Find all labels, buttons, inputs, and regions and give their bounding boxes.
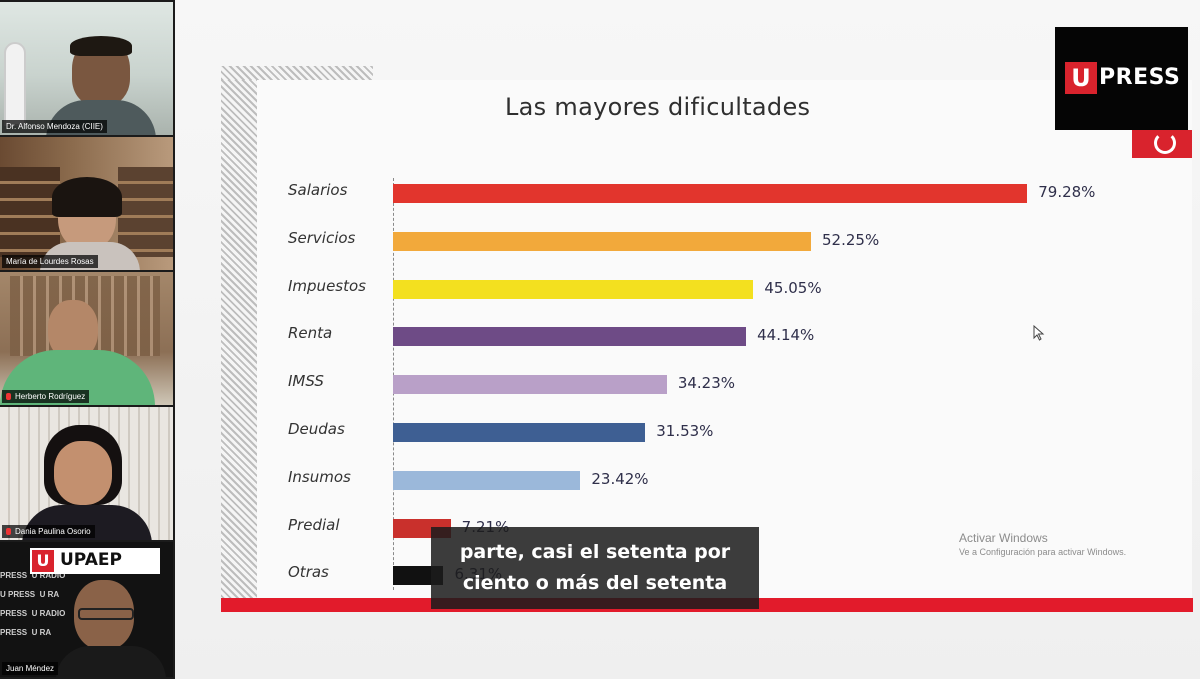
participant-video: PRESS U RADIO U PRESS U RA PRESS U RADIO… xyxy=(0,542,173,677)
bookshelf xyxy=(118,167,173,257)
participant-tile-2[interactable]: María de Lourdes Rosas xyxy=(0,137,173,270)
value-label: 23.42% xyxy=(591,469,649,488)
bar xyxy=(393,231,811,251)
participant-head xyxy=(74,580,134,650)
upaep-logo: U UPAEP xyxy=(30,548,160,574)
mic-muted-icon xyxy=(6,528,11,535)
slide-hatch-left xyxy=(221,66,257,604)
participant-body xyxy=(56,646,166,677)
category-label: Deudas xyxy=(288,420,345,438)
chart-title: Las mayores dificultades xyxy=(505,93,811,121)
shared-screen: Las mayores dificultades Salarios 79.28% S… xyxy=(175,0,1200,679)
upaep-background-text: PRESS U RADIO U PRESS U RA PRESS U RADIO… xyxy=(0,571,66,637)
participant-video xyxy=(0,407,173,540)
participant-tile-1[interactable]: Dr. Alfonso Mendoza (CIIE) xyxy=(0,2,173,135)
value-label: 44.14% xyxy=(757,326,815,345)
participant-name: Dania Paulina Osorio xyxy=(2,525,95,538)
category-label: Impuestos xyxy=(288,276,366,295)
value-label: 45.05% xyxy=(764,278,822,297)
value-label: 52.25% xyxy=(822,230,880,249)
upress-logo: U PRESS xyxy=(1055,27,1188,130)
category-label: IMSS xyxy=(288,372,324,391)
participant-video xyxy=(0,137,173,270)
bar xyxy=(393,375,667,395)
brand-corner-badge xyxy=(1132,130,1192,158)
participants-panel: Dr. Alfonso Mendoza (CIIE) María de Lour… xyxy=(0,0,175,679)
windows-activation-watermark: Activar Windows Ve a Configuración para … xyxy=(959,531,1127,557)
participant-video xyxy=(0,272,173,405)
value-label: 31.53% xyxy=(656,422,714,440)
category-label: Otras xyxy=(288,563,329,582)
bar xyxy=(393,423,646,442)
bar xyxy=(393,566,444,586)
participant-tile-5[interactable]: PRESS U RADIO U PRESS U RA PRESS U RADIO… xyxy=(0,542,173,677)
glasses xyxy=(78,608,134,620)
category-label: Predial xyxy=(288,515,340,534)
participant-name: Herberto Rodríguez xyxy=(2,390,90,403)
window-arch xyxy=(4,42,26,126)
participant-hair xyxy=(70,36,132,56)
participant-name: Dr. Alfonso Mendoza (CIIE) xyxy=(2,120,107,133)
participant-name: Juan Méndez xyxy=(2,662,59,675)
category-label: Insumos xyxy=(288,467,351,486)
participant-tile-3[interactable]: Herberto Rodríguez xyxy=(0,272,173,405)
participant-tile-4[interactable]: Dania Paulina Osorio xyxy=(0,407,173,540)
value-label: 34.23% xyxy=(677,374,736,393)
bar xyxy=(393,184,1028,203)
bar xyxy=(393,327,747,347)
value-label: 79.28% xyxy=(1038,183,1096,201)
participant-hair xyxy=(52,177,122,217)
bar xyxy=(393,279,754,299)
participant-name: María de Lourdes Rosas xyxy=(2,255,98,268)
bar xyxy=(393,470,581,490)
subtitle-caption: parte, casi el setenta por ciento o más … xyxy=(431,527,759,609)
bookshelf xyxy=(0,167,60,257)
u-ring-icon xyxy=(1154,132,1176,154)
mic-muted-icon xyxy=(6,393,11,400)
participant-head xyxy=(54,441,112,505)
mouse-cursor-icon xyxy=(1033,325,1045,341)
category-label: Renta xyxy=(288,324,333,343)
category-label: Salarios xyxy=(288,181,348,199)
slide-hatch-top xyxy=(221,66,373,80)
category-label: Servicios xyxy=(288,228,356,247)
participant-video xyxy=(0,2,173,135)
